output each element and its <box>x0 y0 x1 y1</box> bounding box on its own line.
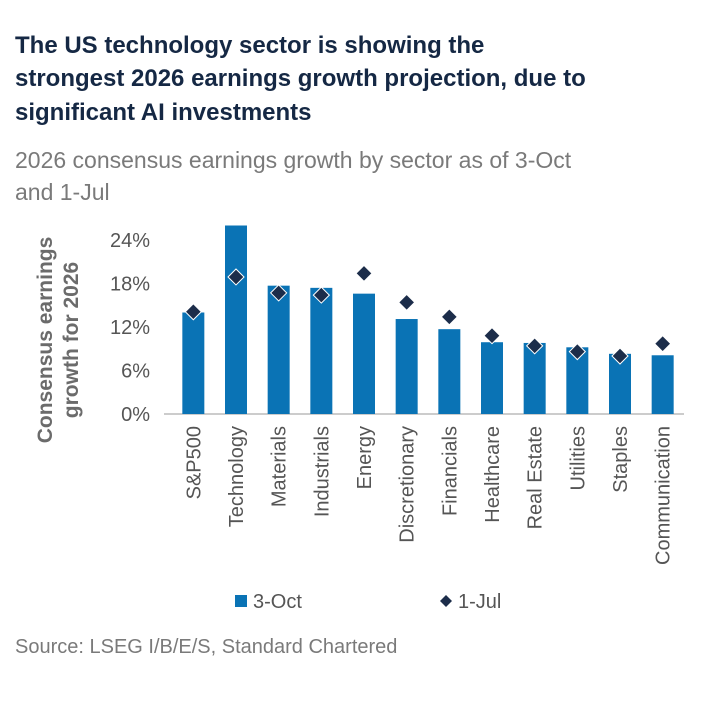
x-tick-label: Discretionary <box>397 426 419 543</box>
diamond-marker <box>568 342 587 361</box>
diamond-marker <box>653 334 672 353</box>
legend-label: 1-Jul <box>458 591 501 613</box>
diamond-marker <box>525 337 544 355</box>
x-tick-label: S&P500 <box>183 426 205 499</box>
bar <box>438 329 461 414</box>
diamond-marker <box>355 264 373 283</box>
chart-title: significant AI investments <box>15 99 312 126</box>
legend-marker <box>440 595 452 607</box>
bar <box>225 225 247 414</box>
diamond-marker <box>227 268 245 286</box>
x-tick-label: Energy <box>354 426 376 489</box>
legend-marker <box>235 595 247 607</box>
y-axis-title: Consensus earnings <box>34 237 57 444</box>
y-tick-label: 18% <box>110 274 150 296</box>
diamond-marker <box>440 308 459 326</box>
x-tick-label: Utilities <box>567 426 589 490</box>
y-axis-title: growth for 2026 <box>60 262 83 418</box>
bar <box>651 355 674 414</box>
diamond-marker <box>397 293 416 312</box>
chart-subtitle: 2026 consensus earnings growth by sector… <box>15 147 572 173</box>
bar <box>481 342 503 414</box>
x-tick-label: Communication <box>653 426 675 565</box>
bar <box>353 293 375 414</box>
bar <box>523 342 546 414</box>
diamond-marker <box>483 326 501 345</box>
x-tick-label: Technology <box>226 426 248 527</box>
bar <box>395 319 418 414</box>
source-note: Source: LSEG I/B/E/S, Standard Chartered <box>15 636 397 658</box>
bar <box>310 287 333 414</box>
y-tick-label: 0% <box>121 404 150 426</box>
chart-subtitle: and 1-Jul <box>15 179 110 205</box>
y-tick-label: 24% <box>110 230 150 252</box>
diamond-marker <box>269 284 288 302</box>
diamond-marker <box>312 286 331 304</box>
diamond-marker <box>611 347 629 365</box>
y-tick-label: 12% <box>110 317 150 339</box>
diamond-marker <box>184 303 203 321</box>
chart-title: strongest 2026 earnings growth projectio… <box>15 65 586 92</box>
bar <box>609 353 631 414</box>
x-tick-label: Real Estate <box>525 426 547 529</box>
bar <box>182 312 205 414</box>
bar <box>566 347 589 414</box>
chart-title: The US technology sector is showing the <box>15 32 484 59</box>
y-tick-label: 6% <box>121 361 150 383</box>
bar <box>267 285 290 414</box>
x-tick-label: Staples <box>610 426 632 493</box>
legend-label: 3-Oct <box>253 591 302 613</box>
x-tick-label: Healthcare <box>482 426 504 523</box>
x-tick-label: Financials <box>439 426 461 516</box>
x-tick-label: Industrials <box>311 426 333 517</box>
x-tick-label: Materials <box>269 426 291 507</box>
